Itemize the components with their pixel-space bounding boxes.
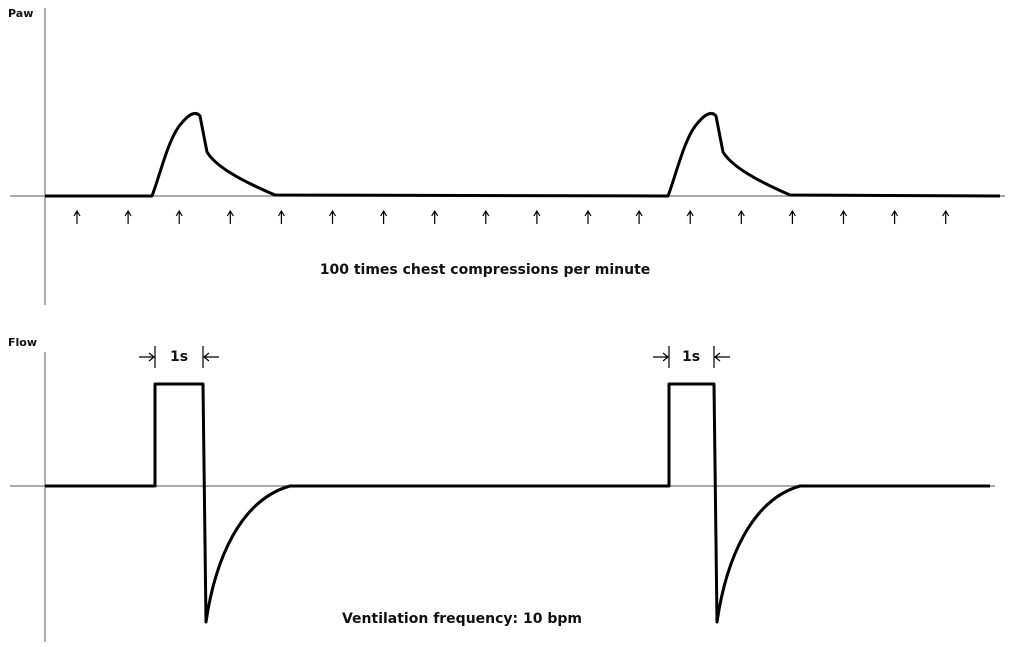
compression-arrow [635, 209, 643, 224]
compression-arrow [788, 209, 796, 224]
duration-label: 1s [682, 349, 700, 365]
flow-wave [45, 382, 990, 624]
duration-marker: 1s [139, 346, 219, 368]
compression-arrow [584, 209, 592, 224]
compression-arrow [686, 209, 694, 224]
compression-arrow [226, 209, 234, 224]
compression-arrow [431, 209, 439, 224]
duration-label: 1s [170, 349, 188, 365]
duration-marker: 1s [653, 346, 730, 368]
compression-arrow [482, 209, 490, 224]
flow-label: Flow [8, 336, 37, 349]
compression-arrow [175, 209, 183, 224]
pressure-wave [45, 111, 1001, 198]
compression-arrow [73, 209, 81, 224]
compression-arrow [328, 209, 337, 224]
compression-arrows [73, 209, 950, 224]
compression-arrow [380, 209, 388, 224]
flow-caption: Ventilation frequency: 10 bpm [342, 611, 582, 627]
pressure-caption: 100 times chest compressions per minute [320, 262, 651, 278]
pressure-panel: Paw 100 times chest compressions per min… [8, 7, 1005, 305]
compression-arrow [737, 209, 745, 224]
pressure-label: Paw [8, 7, 33, 20]
compression-arrow [277, 209, 285, 224]
compression-arrow [533, 209, 541, 224]
compression-arrow [942, 209, 950, 224]
compression-arrow [891, 209, 899, 224]
compression-arrow [839, 209, 848, 224]
flow-panel: Flow 1s 1s Ventilation frequency: 10 bpm [8, 336, 995, 642]
compression-arrow [124, 209, 132, 224]
